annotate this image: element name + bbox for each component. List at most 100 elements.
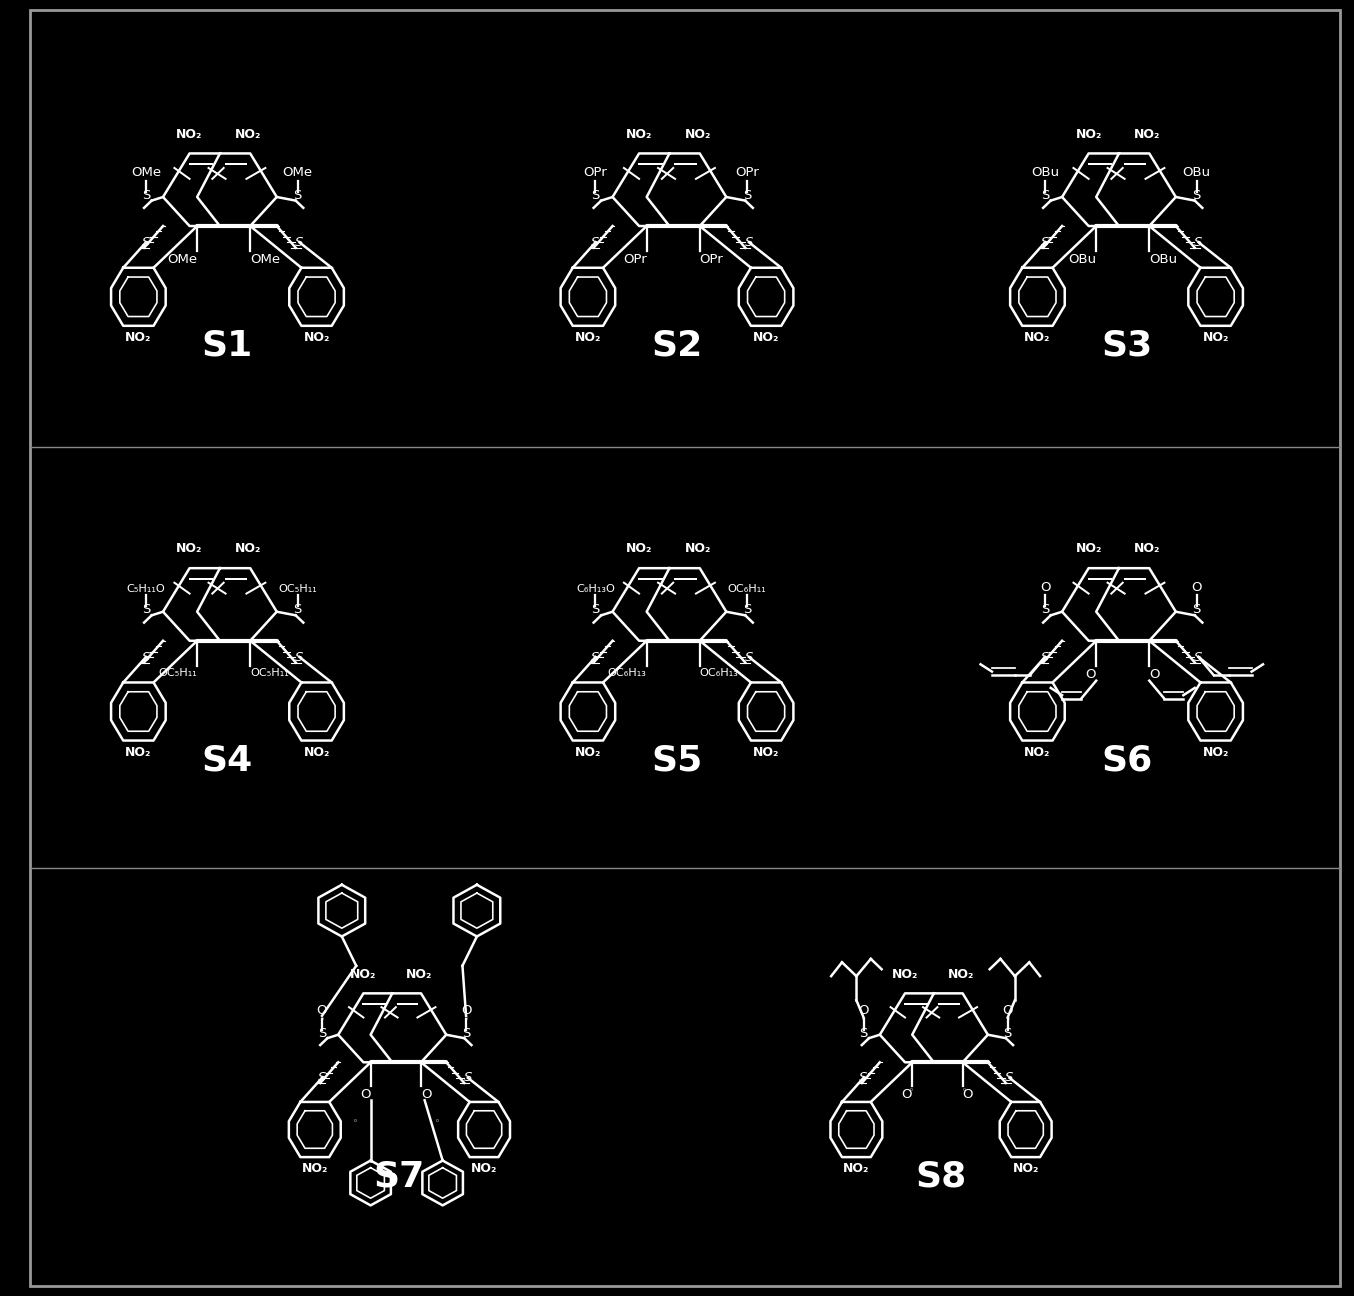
Text: NO₂: NO₂	[176, 543, 203, 556]
Text: OC₅H₁₁: OC₅H₁₁	[158, 667, 198, 678]
Text: S6: S6	[1101, 744, 1152, 778]
Text: NO₂: NO₂	[236, 128, 261, 141]
Text: OPr: OPr	[584, 166, 608, 179]
Text: O: O	[460, 1004, 471, 1017]
Text: S5: S5	[651, 744, 703, 778]
Text: O: O	[963, 1089, 965, 1093]
Text: O: O	[464, 1017, 467, 1021]
Text: S: S	[745, 236, 753, 249]
Text: OMe: OMe	[250, 253, 280, 266]
Text: NO₂: NO₂	[753, 332, 780, 345]
Text: O: O	[321, 1017, 324, 1021]
Text: NO₂: NO₂	[406, 968, 432, 981]
Text: NO₂: NO₂	[1013, 1163, 1039, 1175]
Text: S: S	[1003, 1026, 1011, 1039]
Text: S4: S4	[202, 744, 253, 778]
Text: S: S	[1194, 651, 1202, 664]
Text: OC₆H₁₁: OC₆H₁₁	[727, 583, 766, 594]
Text: NO₂: NO₂	[303, 332, 330, 345]
Text: O: O	[1086, 667, 1097, 680]
Text: S: S	[1193, 189, 1201, 202]
Text: NO₂: NO₂	[1024, 746, 1051, 759]
Text: S2: S2	[651, 329, 703, 363]
Text: NO₂: NO₂	[574, 746, 601, 759]
Text: S: S	[860, 1072, 868, 1085]
Text: NO₂: NO₂	[303, 746, 330, 759]
Text: NO₂: NO₂	[685, 543, 711, 556]
Text: S: S	[1041, 189, 1049, 202]
Text: S: S	[1193, 604, 1201, 617]
Text: NO₂: NO₂	[685, 128, 711, 141]
Text: S: S	[142, 189, 150, 202]
Text: NO₂: NO₂	[236, 543, 261, 556]
Text: OBu: OBu	[1150, 253, 1178, 266]
Text: O: O	[1040, 581, 1051, 594]
Text: NO₂: NO₂	[302, 1163, 328, 1175]
Text: NO₂: NO₂	[125, 332, 152, 345]
Text: S: S	[295, 236, 303, 249]
Text: S: S	[142, 604, 150, 617]
Text: O: O	[317, 1004, 328, 1017]
Text: C₅H₁₁O: C₅H₁₁O	[126, 583, 165, 594]
Text: O: O	[858, 1004, 869, 1017]
Text: S: S	[1041, 651, 1049, 664]
Text: S: S	[294, 189, 302, 202]
Text: OMe: OMe	[131, 166, 161, 179]
Text: C₆H₁₃O: C₆H₁₃O	[575, 583, 615, 594]
Text: NO₂: NO₂	[1202, 332, 1229, 345]
Text: OC₅H₁₁: OC₅H₁₁	[250, 667, 288, 678]
Text: OMe: OMe	[283, 166, 313, 179]
Text: S: S	[1005, 1072, 1014, 1085]
Text: OPr: OPr	[623, 253, 647, 266]
Text: S3: S3	[1101, 329, 1152, 363]
Text: S: S	[860, 1026, 868, 1039]
Text: O: O	[1002, 1004, 1013, 1017]
Text: OPr: OPr	[735, 166, 760, 179]
Text: O: O	[1192, 581, 1202, 594]
Text: S: S	[743, 604, 751, 617]
Text: O: O	[902, 1089, 913, 1102]
Text: NO₂: NO₂	[626, 543, 653, 556]
Text: NO₂: NO₂	[948, 968, 974, 981]
Text: OBu: OBu	[1068, 253, 1097, 266]
Text: NO₂: NO₂	[176, 128, 203, 141]
Text: NO₂: NO₂	[1135, 543, 1160, 556]
Text: NO₂: NO₂	[471, 1163, 497, 1175]
Text: S8: S8	[915, 1159, 967, 1194]
Text: NO₂: NO₂	[1024, 332, 1051, 345]
Text: NO₂: NO₂	[125, 746, 152, 759]
Text: NO₂: NO₂	[626, 128, 653, 141]
Text: S: S	[294, 604, 302, 617]
Text: OPr: OPr	[700, 253, 723, 266]
Text: O: O	[1006, 1017, 1009, 1021]
Text: S: S	[592, 189, 600, 202]
Text: O: O	[360, 1089, 371, 1102]
Text: NO₂: NO₂	[1135, 128, 1160, 141]
Text: O: O	[353, 1118, 356, 1122]
Text: O: O	[436, 1118, 439, 1122]
Text: S: S	[1194, 236, 1202, 249]
Text: OBu: OBu	[1030, 166, 1059, 179]
Text: S: S	[743, 189, 751, 202]
Text: NO₂: NO₂	[753, 746, 780, 759]
Text: S1: S1	[202, 329, 253, 363]
Text: OC₅H₁₁: OC₅H₁₁	[278, 583, 317, 594]
Text: O: O	[421, 1089, 432, 1102]
Text: NO₂: NO₂	[574, 332, 601, 345]
Text: O: O	[963, 1089, 974, 1102]
Text: O: O	[1150, 667, 1160, 680]
Text: S7: S7	[374, 1159, 425, 1194]
Text: S: S	[318, 1026, 326, 1039]
Text: O: O	[862, 1017, 865, 1021]
Text: NO₂: NO₂	[1075, 543, 1102, 556]
Text: S: S	[1041, 604, 1049, 617]
Text: NO₂: NO₂	[892, 968, 918, 981]
Text: S: S	[142, 651, 150, 664]
Text: S: S	[462, 1026, 470, 1039]
Text: OC₆H₁₃: OC₆H₁₃	[700, 667, 739, 678]
Text: OC₆H₁₃: OC₆H₁₃	[608, 667, 647, 678]
Text: S: S	[463, 1072, 473, 1085]
Text: NO₂: NO₂	[351, 968, 376, 981]
Text: NO₂: NO₂	[844, 1163, 869, 1175]
Text: NO₂: NO₂	[1075, 128, 1102, 141]
